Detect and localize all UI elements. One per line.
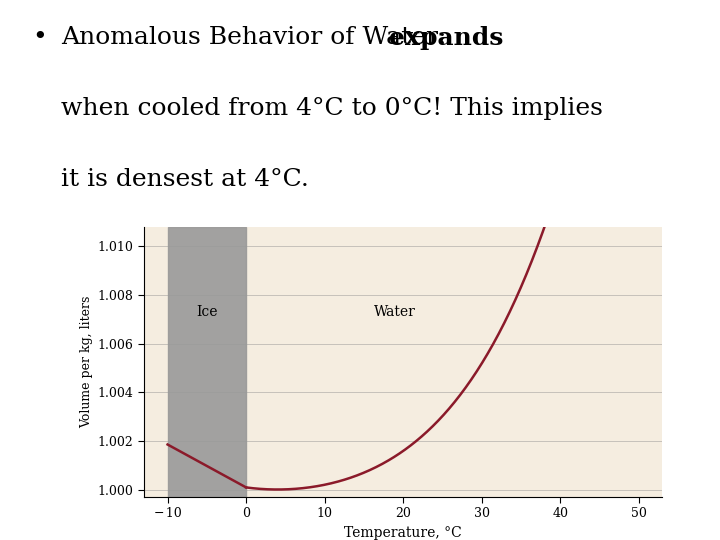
- Text: Anomalous Behavior of Water:: Anomalous Behavior of Water:: [61, 26, 455, 49]
- Text: expands: expands: [389, 26, 503, 50]
- Text: when cooled from 4°C to 0°C! This implies: when cooled from 4°C to 0°C! This implie…: [61, 97, 603, 120]
- Text: Ice: Ice: [196, 305, 217, 319]
- X-axis label: Temperature, °C: Temperature, °C: [344, 526, 462, 540]
- Y-axis label: Volume per kg, liters: Volume per kg, liters: [81, 295, 94, 428]
- Bar: [168, 227, 246, 497]
- Text: Water: Water: [374, 305, 416, 319]
- Text: it is densest at 4°C.: it is densest at 4°C.: [61, 168, 309, 192]
- Text: •: •: [32, 26, 47, 49]
